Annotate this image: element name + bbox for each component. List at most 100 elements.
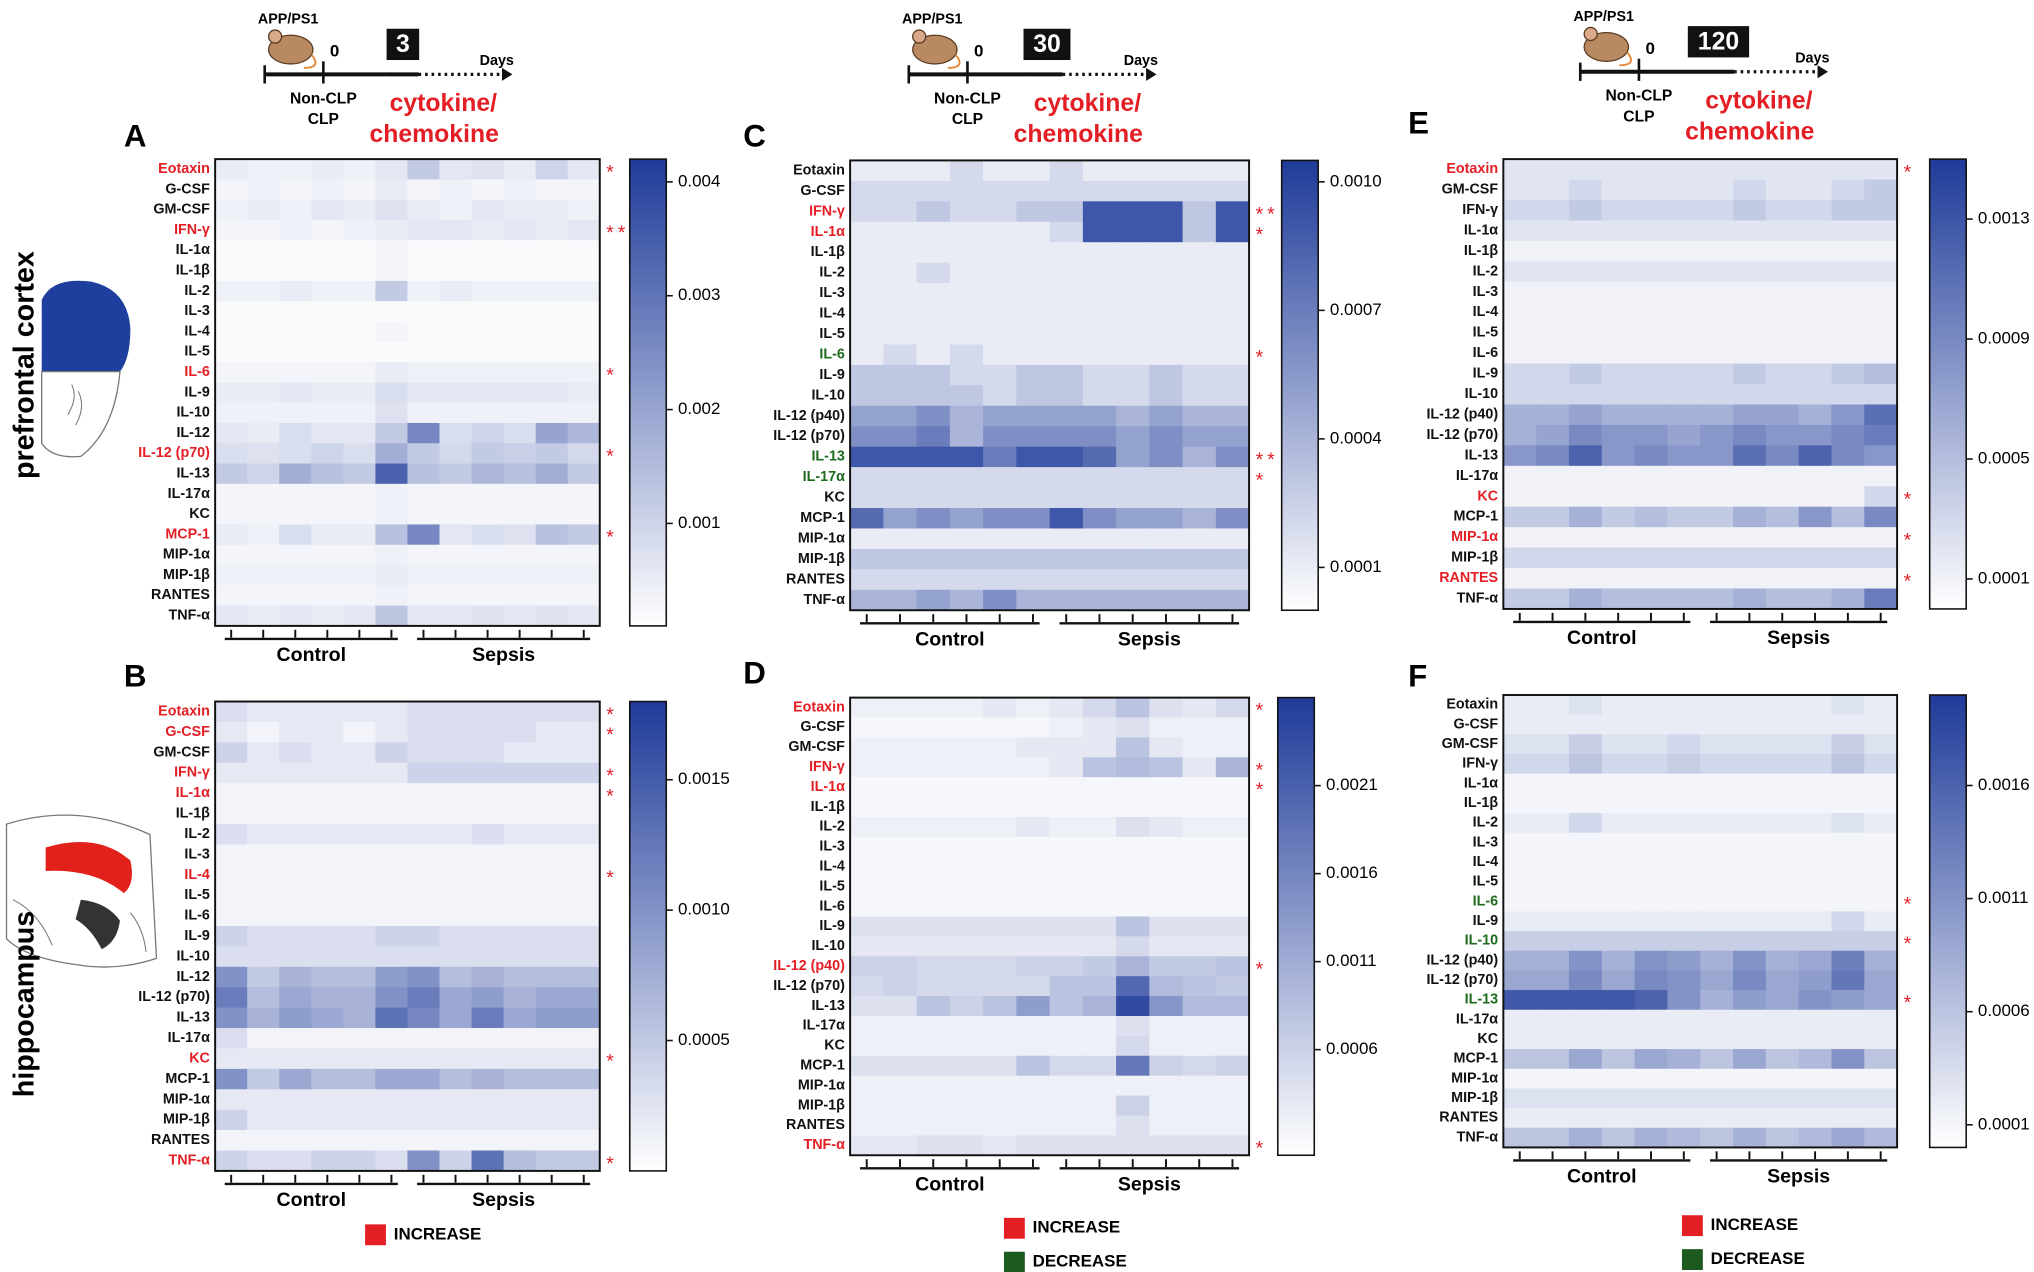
heat-cell — [1215, 896, 1250, 917]
heat-cell — [1568, 486, 1603, 508]
heat-cell — [1116, 836, 1150, 858]
heat-cell — [535, 362, 569, 383]
heat-cell — [850, 737, 884, 758]
heat-cell — [1215, 508, 1250, 529]
heat-cell — [1536, 1029, 1570, 1050]
heat-cell — [1798, 931, 1832, 952]
heat-cell — [567, 159, 601, 180]
heat-cell — [1700, 773, 1734, 794]
heat-cell — [375, 463, 408, 485]
heat-cell — [567, 721, 601, 743]
heat-cell — [1634, 588, 1668, 610]
heat-cell — [215, 240, 248, 261]
heat-cell — [1149, 896, 1183, 917]
heat-cell — [439, 524, 472, 546]
row-label: RANTES — [1439, 570, 1498, 586]
heat-cell — [983, 777, 1017, 798]
heat-cell — [1503, 506, 1537, 528]
panel-letter: E — [1408, 105, 1429, 140]
heat-cell — [407, 701, 440, 723]
heat-cell — [1765, 1049, 1800, 1070]
heat-cell — [311, 544, 344, 566]
mouse-icon — [1583, 31, 1630, 62]
row-label: IL-3 — [819, 839, 845, 855]
heat-cell — [916, 1075, 951, 1096]
heat-cell — [567, 280, 601, 302]
heat-cell — [1864, 773, 1898, 794]
colorbar-tick-label: 0.0001 — [1330, 557, 1382, 576]
significance-star: * — [1904, 933, 1916, 955]
heat-cell — [1864, 1088, 1898, 1109]
heat-cell — [1765, 506, 1800, 528]
heat-cell — [1568, 588, 1603, 610]
heat-cell — [1082, 876, 1117, 897]
heat-cell — [1765, 384, 1800, 405]
heat-cell — [1536, 588, 1570, 610]
heat-cell — [1182, 344, 1217, 366]
heat-cell — [1601, 793, 1635, 814]
row-label: IL-13 — [176, 465, 209, 481]
heat-cell — [375, 544, 408, 566]
heat-cell — [279, 544, 312, 566]
heat-cell — [1503, 891, 1537, 912]
heat-cell — [1536, 852, 1570, 873]
heat-cell — [1798, 343, 1832, 364]
heat-cell — [343, 844, 376, 866]
heat-cell — [1503, 773, 1537, 794]
heat-cell — [311, 483, 344, 505]
heat-cell — [503, 362, 537, 383]
heat-cell — [471, 260, 505, 282]
heat-cell — [311, 1068, 344, 1090]
heat-cell — [311, 987, 344, 1009]
heat-cell — [1765, 1068, 1800, 1089]
heat-cell — [983, 816, 1017, 838]
heat-cell — [1116, 548, 1150, 570]
heat-cell — [1082, 589, 1117, 611]
heat-cell — [1215, 323, 1250, 345]
heat-cell — [567, 1048, 601, 1070]
heat-cell — [1568, 852, 1603, 873]
heat-cell — [215, 605, 248, 627]
row-label: IFN-γ — [174, 765, 210, 781]
heat-cell — [1215, 777, 1250, 798]
heat-cell — [247, 987, 280, 1009]
heat-cell — [1733, 322, 1767, 344]
heat-cell — [1700, 950, 1734, 971]
heat-cell — [1864, 832, 1898, 853]
heat-cell — [1667, 404, 1701, 426]
heat-cell — [1733, 1088, 1767, 1109]
heat-cell — [1765, 1108, 1800, 1129]
heat-cell — [1568, 931, 1603, 952]
colorbar-tick-label: 0.0016 — [1978, 775, 2030, 794]
heat-cell — [279, 199, 312, 221]
heat-cell — [471, 463, 505, 485]
significance-star: * — [606, 724, 618, 746]
heat-cell — [1667, 588, 1701, 610]
heat-cell — [1182, 697, 1217, 718]
group-label: Control — [277, 644, 346, 666]
heat-cell — [1831, 813, 1865, 834]
heat-cell — [1765, 970, 1800, 991]
heat-cell — [343, 565, 376, 586]
heat-cell — [311, 199, 344, 221]
legend-label: INCREASE — [1033, 1218, 1121, 1237]
row-label: IL-2 — [184, 283, 210, 299]
heat-cell — [1116, 856, 1150, 878]
heat-cell — [279, 926, 312, 947]
heat-cell — [343, 341, 376, 363]
heat-cell — [1149, 1075, 1183, 1096]
heat-cell — [1016, 262, 1050, 284]
heat-cell — [311, 260, 344, 282]
significance-star: * — [1256, 700, 1268, 722]
mouse-ear — [267, 29, 283, 44]
heat-cell — [567, 443, 601, 464]
heat-cell — [1831, 445, 1865, 467]
heat-cell — [471, 905, 505, 927]
heat-cell — [439, 585, 472, 606]
heat-cell — [1700, 832, 1734, 853]
heat-cell — [1016, 697, 1050, 718]
heat-cell — [407, 179, 440, 201]
heat-cell — [375, 341, 408, 363]
time-unit: Days — [1795, 51, 1829, 67]
